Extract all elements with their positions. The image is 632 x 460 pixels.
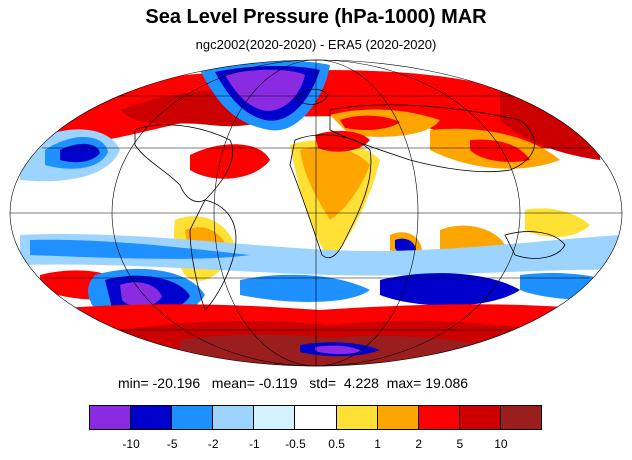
std-label: std= (309, 375, 337, 391)
colorbar-tick-label: -0.5 (285, 437, 306, 451)
min-label: min= (118, 375, 149, 391)
mean-value: -0.119 (258, 375, 298, 391)
colorbar-swatch (499, 405, 543, 430)
colorbar-tick-label: -10 (122, 437, 140, 451)
colorbar-swatch (294, 405, 337, 430)
min-value: -20.196 (152, 375, 201, 391)
colorbar-swatch (376, 405, 419, 430)
colorbar-swatch (253, 405, 296, 430)
colorbar-swatch (130, 405, 173, 430)
colorbar-labels: -10 -5 -2 -1 -0.5 0.5 1 2 5 10 (90, 437, 542, 453)
colorbar-tick-label: 2 (415, 437, 423, 451)
colorbar-tick-label: 10 (494, 437, 508, 451)
mean-label: mean= (211, 375, 255, 391)
colorbar-tick-label: 5 (456, 437, 464, 451)
colorbar-swatch (458, 405, 501, 430)
statistics-line: min= -20.196 mean= -0.119 std= 4.228 max… (118, 375, 538, 391)
sea-level-pressure-map (9, 59, 623, 367)
map-subtitle: ngc2002(2020-2020) - ERA5 (2020-2020) (195, 37, 437, 52)
colorbar-tick-label: 0.5 (328, 437, 345, 451)
colorbar-swatch (335, 405, 378, 430)
colorbar-swatch (417, 405, 460, 430)
colorbar-tick-label: -2 (207, 437, 219, 451)
colorbar-swatch (171, 405, 214, 430)
max-label: max= (386, 375, 422, 391)
colorbar-swatch (89, 405, 132, 430)
coastlines (134, 88, 566, 311)
max-value: 19.086 (425, 375, 469, 391)
std-value: 4.228 (343, 375, 379, 391)
colorbar-tick-label: 1 (374, 437, 381, 451)
map-title: Sea Level Pressure (hPa-1000) MAR (145, 6, 487, 28)
colorbar-tick-label: -5 (166, 437, 178, 451)
colorbar-tick-label: -1 (249, 437, 260, 451)
colorbar-swatch (212, 405, 255, 430)
colorbar (89, 405, 543, 430)
graticule (9, 59, 623, 367)
